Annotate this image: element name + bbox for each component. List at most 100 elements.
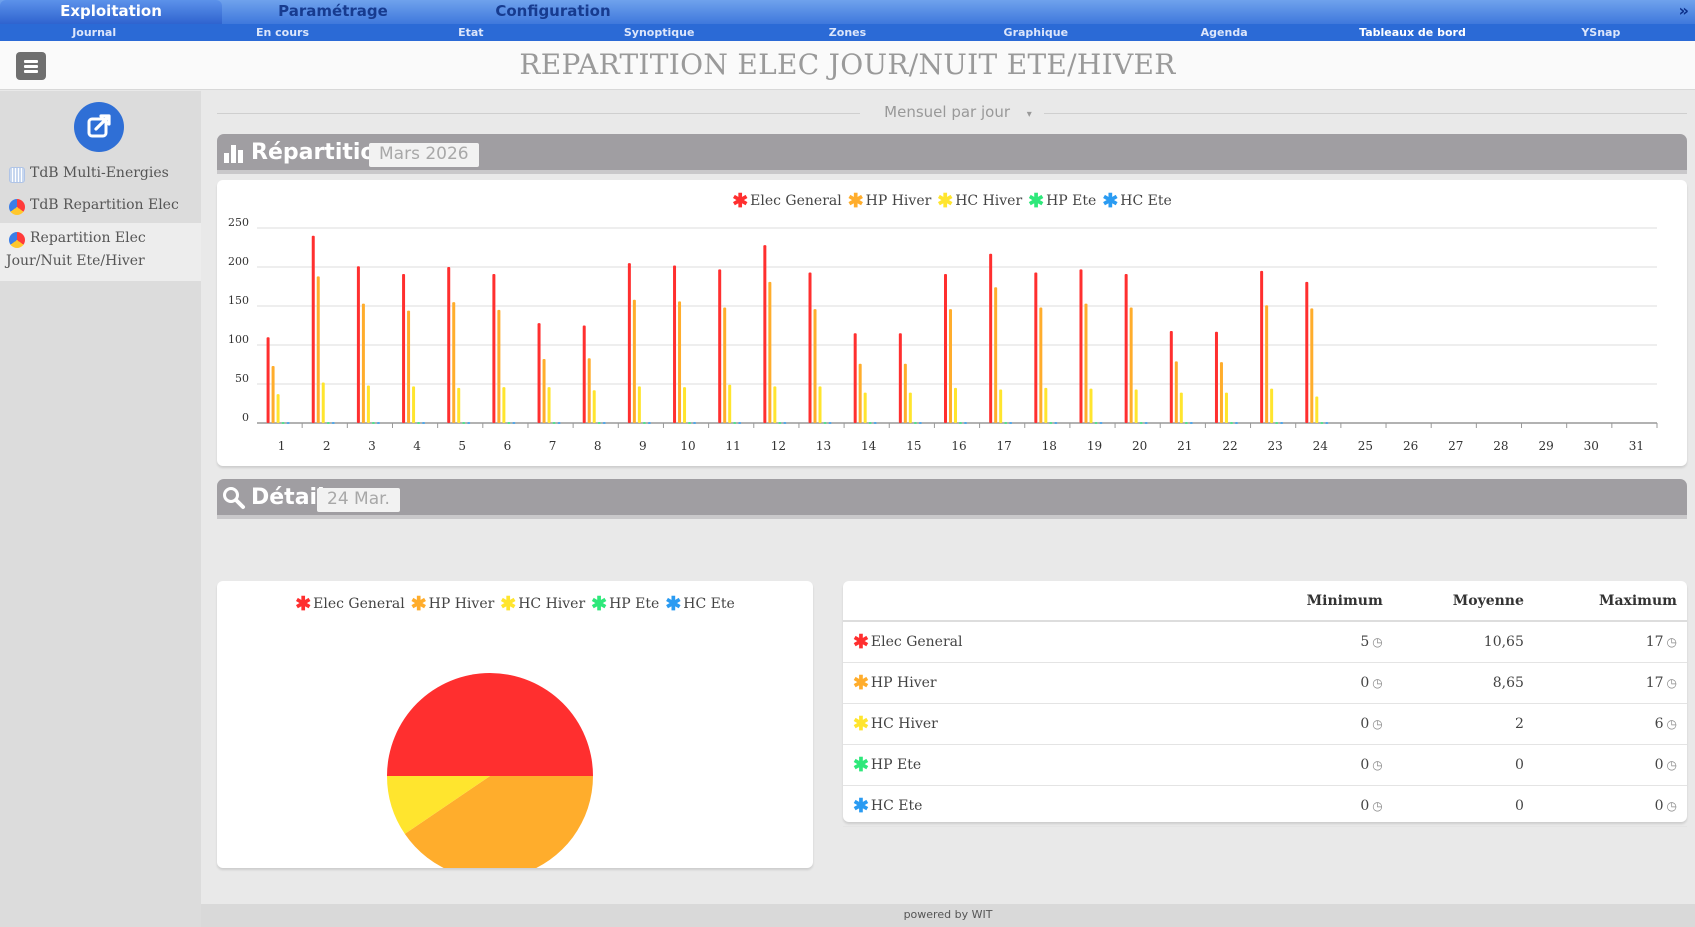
- x-tick-label: 10: [680, 439, 695, 453]
- bar-hp-hiver: [497, 309, 501, 423]
- bar-hc-hiver: [1089, 388, 1093, 423]
- cell-max: 0 ◷: [1533, 744, 1687, 786]
- clock-icon[interactable]: ◷: [1372, 675, 1383, 690]
- bar-hp-hiver: [632, 299, 636, 423]
- bar-hp-ete: [688, 422, 692, 424]
- bar-hc-hiver: [1224, 392, 1228, 423]
- x-tick-label: 5: [458, 439, 466, 453]
- subnav-item-6[interactable]: Agenda: [1200, 26, 1248, 39]
- hamburger-menu-icon[interactable]: [16, 52, 46, 80]
- bar-hc-hiver: [773, 386, 777, 423]
- bar-elec-general: [402, 274, 406, 423]
- table-header-row: Minimum Moyenne Maximum: [843, 581, 1687, 622]
- pie-legend-item[interactable]: ✱ Elec General: [295, 593, 404, 615]
- clock-icon[interactable]: ◷: [1666, 716, 1677, 731]
- bar-hc-ete: [828, 422, 832, 424]
- clock-icon[interactable]: ◷: [1666, 798, 1677, 813]
- clock-icon[interactable]: ◷: [1666, 675, 1677, 690]
- bar-hp-ete: [642, 422, 646, 424]
- cell-min: 0 ◷: [1243, 785, 1393, 827]
- expand-arrow-icon[interactable]: »: [1678, 1, 1689, 20]
- bar-hc-ete: [783, 422, 787, 424]
- pie-slice-hc-hiver[interactable]: [387, 776, 490, 834]
- subnav-item-5[interactable]: Graphique: [1003, 26, 1069, 39]
- cell-max: 0 ◷: [1533, 785, 1687, 827]
- bar-hp-hiver: [903, 363, 907, 423]
- bar-hp-ete: [1094, 422, 1098, 424]
- bar-hc-hiver: [908, 392, 912, 423]
- bar-hc-ete: [1144, 422, 1148, 424]
- bar-legend-item[interactable]: ✱ Elec General: [732, 190, 841, 212]
- clock-icon[interactable]: ◷: [1372, 716, 1383, 731]
- bar-hc-ete: [557, 422, 561, 424]
- bar-legend-item[interactable]: ✱ HP Hiver: [848, 190, 932, 212]
- period-dropdown[interactable]: Mensuel par jour ▾: [217, 103, 1687, 121]
- subnav-item-4[interactable]: Zones: [828, 26, 867, 39]
- bar-hc-hiver: [1315, 396, 1319, 423]
- cell-value: 0: [1514, 756, 1524, 773]
- cell-max: 17 ◷: [1533, 662, 1687, 704]
- x-tick-label: 13: [816, 439, 831, 453]
- bar-hp-hiver: [452, 302, 456, 423]
- pie-legend-item[interactable]: ✱ HC Hiver: [500, 593, 585, 615]
- bar-hc-ete: [331, 422, 335, 424]
- bar-hc-hiver: [954, 387, 957, 423]
- pie-legend-item[interactable]: ✱ HP Ete: [591, 593, 659, 615]
- bar-legend-item[interactable]: ✱ HP Ete: [1028, 190, 1096, 212]
- bar-hp-hiver: [858, 363, 862, 423]
- period-selector-row: Mensuel par jour ▾: [217, 103, 1687, 123]
- stats-table: Minimum Moyenne Maximum ✱ Elec General 5 ◷ 1…: [843, 581, 1687, 827]
- sidebar-item-label: TdB Multi-Energies: [30, 165, 169, 181]
- clock-icon[interactable]: ◷: [1372, 798, 1383, 813]
- clock-icon[interactable]: ◷: [1666, 634, 1677, 649]
- sidebar-item-repartition-elec-jour-nuit[interactable]: Repartition Elec Jour/Nuit Ete/Hiver: [0, 223, 201, 281]
- tab-parametrage[interactable]: Paramétrage: [278, 2, 388, 20]
- pie-slice-hp-hiver[interactable]: [404, 776, 593, 868]
- clock-icon[interactable]: ◷: [1372, 757, 1383, 772]
- x-tick-label: 25: [1358, 439, 1373, 453]
- cell-value: 0: [1654, 797, 1664, 814]
- bar-legend-item[interactable]: ✱ HC Ete: [1102, 190, 1171, 212]
- bar-hc-hiver: [457, 387, 461, 423]
- footer: powered by WIT: [201, 904, 1695, 927]
- pie-legend-item[interactable]: ✱ HP Hiver: [411, 593, 495, 615]
- bar-hp-hiver: [1084, 303, 1088, 423]
- pie-legend-item[interactable]: ✱ HC Ete: [665, 593, 734, 615]
- x-tick-label: 19: [1087, 439, 1102, 453]
- sidebar-item-tdb-multi-energies[interactable]: TdB Multi-Energies: [0, 159, 201, 191]
- bar-hc-ete: [964, 422, 967, 424]
- bar-hp-ete: [733, 422, 737, 424]
- bar-hp-ete: [1184, 422, 1188, 424]
- subnav-item-3[interactable]: Synoptique: [623, 26, 695, 39]
- bar-hp-hiver: [678, 301, 682, 423]
- subnav-item-1[interactable]: En cours: [255, 26, 310, 39]
- subnav-item-7[interactable]: Tableaux de bord: [1359, 26, 1466, 39]
- subnav-item-8[interactable]: YSnap: [1581, 26, 1621, 39]
- sidebar: TdB Multi-Energies TdB Repartition Elec …: [0, 91, 201, 927]
- pie-slice-elec-general[interactable]: [387, 673, 593, 776]
- legend-label: HP Ete: [609, 596, 660, 612]
- bar-elec-general: [447, 267, 451, 423]
- bar-hp-hiver: [949, 309, 952, 423]
- clock-icon[interactable]: ◷: [1666, 757, 1677, 772]
- tab-configuration[interactable]: Configuration: [495, 2, 611, 20]
- bar-elec-general: [492, 274, 496, 423]
- search-icon: [223, 487, 245, 509]
- tab-exploitation[interactable]: Exploitation: [0, 0, 222, 24]
- bar-hc-ete: [1234, 422, 1238, 424]
- clock-icon[interactable]: ◷: [1372, 634, 1383, 649]
- subnav-item-2[interactable]: Etat: [458, 26, 484, 39]
- legend-label: HC Hiver: [955, 193, 1023, 209]
- bar-hp-hiver: [407, 310, 411, 423]
- x-tick-label: 11: [726, 439, 741, 453]
- bar-hp-hiver: [316, 276, 320, 423]
- sidebar-item-tdb-repartition-elec[interactable]: TdB Repartition Elec: [0, 191, 201, 223]
- x-tick-label: 17: [997, 439, 1012, 453]
- subnav-item-0[interactable]: Journal: [72, 26, 117, 39]
- bar-legend-item[interactable]: ✱ HC Hiver: [937, 190, 1022, 212]
- bar-hc-ete: [1054, 422, 1058, 424]
- bar-hp-hiver: [1129, 307, 1133, 423]
- legend-label: HC Hiver: [518, 596, 586, 612]
- cell-min: 5 ◷: [1243, 621, 1393, 663]
- export-button[interactable]: [74, 102, 124, 152]
